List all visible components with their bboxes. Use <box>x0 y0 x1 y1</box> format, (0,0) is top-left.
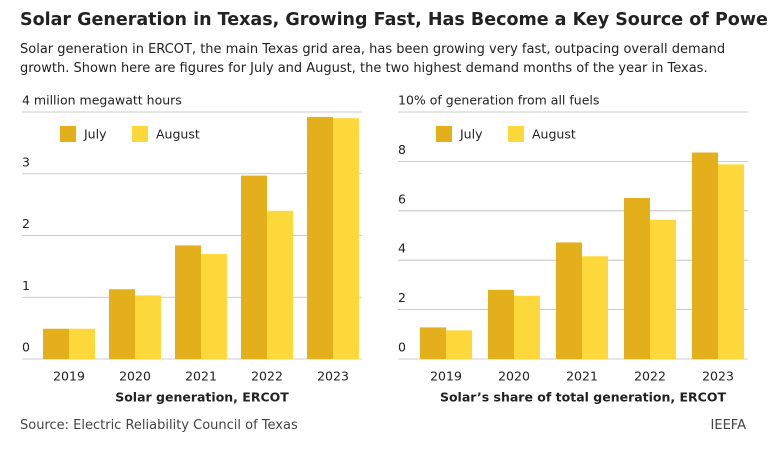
y-tick-label: 0 <box>398 340 406 355</box>
bar <box>109 289 135 359</box>
bar <box>267 210 293 359</box>
x-tick-label: 2019 <box>430 369 462 384</box>
bar <box>201 254 227 359</box>
y-tick-label: 4 <box>398 241 406 256</box>
x-axis-label: Solar’s share of total generation, ERCOT <box>440 390 727 405</box>
bar <box>69 328 95 359</box>
bar <box>718 164 744 359</box>
x-tick-label: 2022 <box>251 369 283 384</box>
legend-label: July <box>83 127 107 142</box>
legend-swatch <box>60 126 76 142</box>
legend-swatch <box>436 126 452 142</box>
bar <box>446 330 472 359</box>
bar <box>488 289 514 359</box>
x-tick-label: 2022 <box>634 369 666 384</box>
x-tick-label: 2023 <box>702 369 734 384</box>
y-tick-label: 3 <box>22 154 30 169</box>
y-tick-label: 2 <box>398 290 406 305</box>
x-tick-label: 2020 <box>498 369 530 384</box>
y-tick-label: 6 <box>398 191 406 206</box>
source: Source: Electric Reliability Council of … <box>20 418 298 433</box>
brand: IEEFA <box>710 418 746 433</box>
bar <box>307 116 333 359</box>
bar <box>582 256 608 359</box>
y-tick-label: 10% of generation from all fuels <box>398 93 599 108</box>
title: Solar Generation in Texas, Growing Fast,… <box>20 10 768 30</box>
legend-swatch <box>508 126 524 142</box>
bar <box>624 197 650 359</box>
bar <box>650 219 676 359</box>
bar <box>692 152 718 359</box>
bar <box>556 242 582 359</box>
bar <box>175 245 201 359</box>
bar <box>333 118 359 359</box>
y-tick-label: 4 million megawatt hours <box>22 93 182 108</box>
bar <box>241 175 267 359</box>
bar <box>514 295 540 359</box>
bar <box>420 327 446 359</box>
x-tick-label: 2019 <box>53 369 85 384</box>
bar <box>43 328 69 359</box>
y-tick-label: 1 <box>22 278 30 293</box>
x-tick-label: 2021 <box>185 369 217 384</box>
bar <box>135 295 161 359</box>
y-tick-label: 2 <box>22 216 30 231</box>
x-tick-label: 2021 <box>566 369 598 384</box>
x-axis-label: Solar generation, ERCOT <box>115 390 289 405</box>
legend-swatch <box>132 126 148 142</box>
y-tick-label: 0 <box>22 340 30 355</box>
y-tick-label: 8 <box>398 142 406 157</box>
subtitle: Solar generation in ERCOT, the main Texa… <box>20 42 726 76</box>
legend-label: August <box>156 127 200 142</box>
x-tick-label: 2023 <box>317 369 349 384</box>
x-tick-label: 2020 <box>119 369 151 384</box>
legend-label: July <box>459 127 483 142</box>
legend-label: August <box>532 127 576 142</box>
